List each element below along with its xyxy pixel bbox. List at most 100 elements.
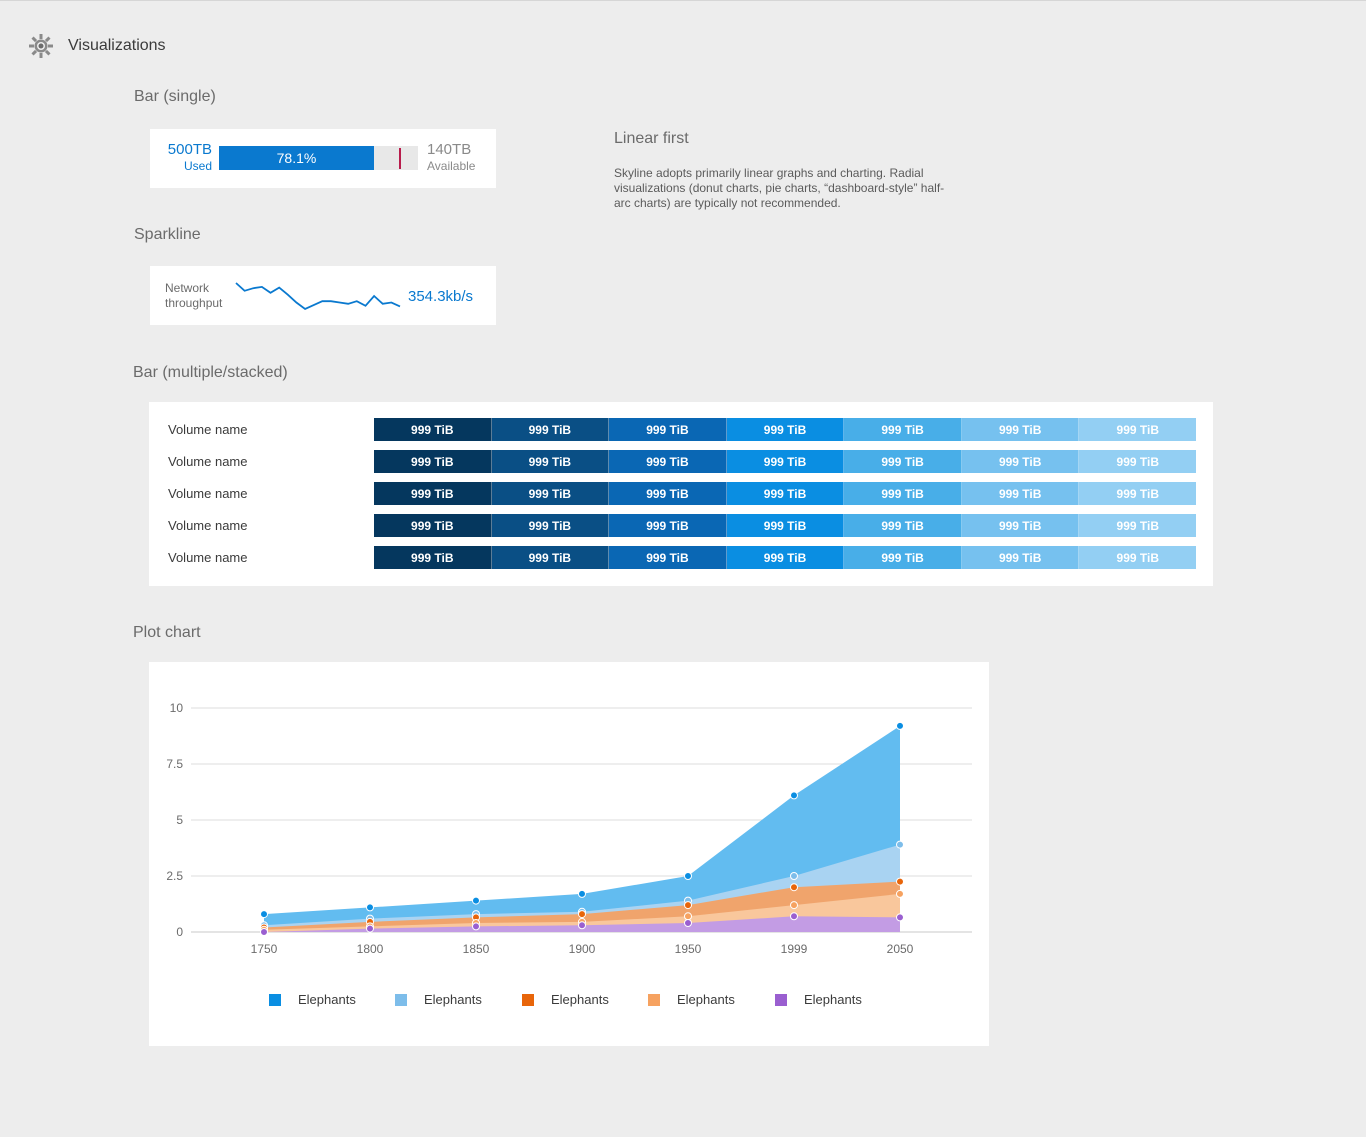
stacked-bar-segment[interactable]: 999 TiB bbox=[961, 450, 1080, 473]
stacked-bar-segment[interactable]: 999 TiB bbox=[726, 418, 845, 441]
gear-icon bbox=[29, 34, 53, 58]
stacked-bar-segment[interactable]: 999 TiB bbox=[609, 418, 727, 441]
stacked-bar-segment[interactable]: 999 TiB bbox=[374, 482, 492, 505]
sparkline-line bbox=[235, 282, 401, 311]
x-tick-label: 1999 bbox=[781, 942, 808, 956]
data-point bbox=[472, 922, 480, 931]
capacity-threshold-marker bbox=[399, 148, 401, 169]
plot-legend: Elephants Elephants Elephants Elephants Elep… bbox=[149, 992, 989, 1012]
legend-label: Elephants bbox=[298, 992, 356, 1007]
used-block: 500TB Used bbox=[164, 141, 212, 173]
stacked-bar: 999 TiB 999 TiB 999 TiB 999 TiB 999 TiB 999 T… bbox=[374, 418, 1197, 441]
stacked-bar-segment[interactable]: 999 TiB bbox=[961, 482, 1080, 505]
data-point bbox=[896, 913, 904, 922]
stacked-bar-segment[interactable]: 999 TiB bbox=[491, 418, 610, 441]
stacked-bar-segment[interactable]: 999 TiB bbox=[1079, 482, 1197, 505]
section-title-plot: Plot chart bbox=[133, 624, 201, 641]
sparkline-label: Network throughput bbox=[165, 281, 223, 310]
stacked-bar: 999 TiB 999 TiB 999 TiB 999 TiB 999 TiB 999 T… bbox=[374, 450, 1197, 473]
data-point bbox=[790, 791, 798, 800]
volume-name-label: Volume name bbox=[168, 518, 248, 533]
x-tick-label: 1750 bbox=[251, 942, 278, 956]
stacked-bar-segment[interactable]: 999 TiB bbox=[1079, 514, 1197, 537]
legend-item[interactable]: Elephants bbox=[648, 992, 735, 1007]
legend-swatch bbox=[269, 993, 281, 1006]
stacked-bar-segment[interactable]: 999 TiB bbox=[491, 514, 610, 537]
volume-name-label: Volume name bbox=[168, 486, 248, 501]
stacked-bar: 999 TiB 999 TiB 999 TiB 999 TiB 999 TiB 999 T… bbox=[374, 482, 1197, 505]
data-point bbox=[684, 919, 692, 927]
page-header: Visualizations bbox=[28, 34, 166, 58]
stacked-bar-segment[interactable]: 999 TiB bbox=[491, 450, 610, 473]
data-point bbox=[896, 877, 904, 886]
data-point bbox=[684, 901, 692, 910]
stacked-row: Volume name 999 TiB 999 TiB 999 TiB 999 TiB 9… bbox=[149, 418, 1213, 441]
stacked-bar-segment[interactable]: 999 TiB bbox=[609, 546, 727, 569]
used-value: 500TB bbox=[167, 141, 212, 158]
available-block: 140TB Available bbox=[427, 141, 475, 173]
stacked-bar-segment[interactable]: 999 TiB bbox=[844, 546, 962, 569]
stacked-bar-segment[interactable]: 999 TiB bbox=[844, 514, 962, 537]
data-point bbox=[896, 889, 904, 898]
data-point bbox=[472, 896, 480, 905]
section-title-bar-single: Bar (single) bbox=[134, 88, 216, 105]
capacity-bar-fill: 78.1% bbox=[219, 146, 374, 170]
bar-single-card: 500TB Used 78.1% 140TB Available bbox=[150, 129, 496, 188]
stacked-bar-segment[interactable]: 999 TiB bbox=[374, 546, 492, 569]
data-point bbox=[260, 928, 268, 936]
data-point bbox=[578, 889, 586, 898]
data-point bbox=[790, 883, 798, 892]
stacked-bar-segment[interactable]: 999 TiB bbox=[609, 514, 727, 537]
stacked-bar-segment[interactable]: 999 TiB bbox=[961, 546, 1080, 569]
legend-item[interactable]: Elephants bbox=[522, 992, 609, 1007]
stacked-bar-segment[interactable]: 999 TiB bbox=[726, 514, 845, 537]
stacked-bar-segment[interactable]: 999 TiB bbox=[374, 514, 492, 537]
legend-label: Elephants bbox=[551, 992, 609, 1007]
stacked-bar: 999 TiB 999 TiB 999 TiB 999 TiB 999 TiB 999 T… bbox=[374, 546, 1197, 569]
legend-swatch bbox=[648, 993, 660, 1006]
data-point bbox=[260, 910, 268, 919]
stacked-bar-segment[interactable]: 999 TiB bbox=[961, 418, 1080, 441]
y-tick-label: 7.5 bbox=[166, 757, 183, 771]
y-tick-label: 5 bbox=[176, 813, 183, 827]
legend-item[interactable]: Elephants bbox=[269, 992, 356, 1007]
stacked-bar-segment[interactable]: 999 TiB bbox=[1079, 450, 1197, 473]
sparkline-card: Network throughput 354.3kb/s bbox=[150, 266, 496, 325]
legend-swatch bbox=[522, 993, 534, 1006]
data-point bbox=[684, 912, 692, 921]
stacked-bar-segment[interactable]: 999 TiB bbox=[726, 450, 845, 473]
legend-item[interactable]: Elephants bbox=[775, 992, 862, 1007]
sparkline-chart bbox=[235, 282, 401, 311]
stacked-bar: 999 TiB 999 TiB 999 TiB 999 TiB 999 TiB 999 T… bbox=[374, 514, 1197, 537]
capacity-bar-track: 78.1% bbox=[219, 146, 418, 170]
series-area bbox=[264, 916, 900, 932]
stacked-bar-segment[interactable]: 999 TiB bbox=[374, 450, 492, 473]
stacked-bar-segment[interactable]: 999 TiB bbox=[1079, 418, 1197, 441]
stacked-bar-card: Volume name 999 TiB 999 TiB 999 TiB 999 TiB 9… bbox=[149, 402, 1213, 586]
stacked-bar-segment[interactable]: 999 TiB bbox=[491, 546, 610, 569]
stacked-bar-segment[interactable]: 999 TiB bbox=[726, 482, 845, 505]
stacked-bar-segment[interactable]: 999 TiB bbox=[491, 482, 610, 505]
stacked-row: Volume name 999 TiB 999 TiB 999 TiB 999 TiB 9… bbox=[149, 514, 1213, 537]
section-title-sparkline: Sparkline bbox=[134, 226, 201, 243]
page-title: Visualizations bbox=[68, 37, 166, 54]
top-divider bbox=[0, 0, 1366, 1]
stacked-bar-segment[interactable]: 999 TiB bbox=[609, 450, 727, 473]
volume-name-label: Volume name bbox=[168, 422, 248, 437]
data-point bbox=[790, 901, 798, 910]
data-point bbox=[366, 924, 374, 933]
y-tick-label: 10 bbox=[170, 701, 184, 715]
stacked-bar-segment[interactable]: 999 TiB bbox=[726, 546, 845, 569]
stacked-bar-segment[interactable]: 999 TiB bbox=[844, 418, 962, 441]
stacked-bar-segment[interactable]: 999 TiB bbox=[961, 514, 1080, 537]
stacked-bar-segment[interactable]: 999 TiB bbox=[609, 482, 727, 505]
y-tick-label: 0 bbox=[176, 925, 183, 939]
volume-name-label: Volume name bbox=[168, 454, 248, 469]
stacked-bar-segment[interactable]: 999 TiB bbox=[1079, 546, 1197, 569]
legend-item[interactable]: Elephants bbox=[395, 992, 482, 1007]
stacked-row: Volume name 999 TiB 999 TiB 999 TiB 999 TiB 9… bbox=[149, 546, 1213, 569]
stacked-bar-segment[interactable]: 999 TiB bbox=[844, 450, 962, 473]
data-point bbox=[790, 912, 798, 921]
stacked-bar-segment[interactable]: 999 TiB bbox=[374, 418, 492, 441]
stacked-bar-segment[interactable]: 999 TiB bbox=[844, 482, 962, 505]
